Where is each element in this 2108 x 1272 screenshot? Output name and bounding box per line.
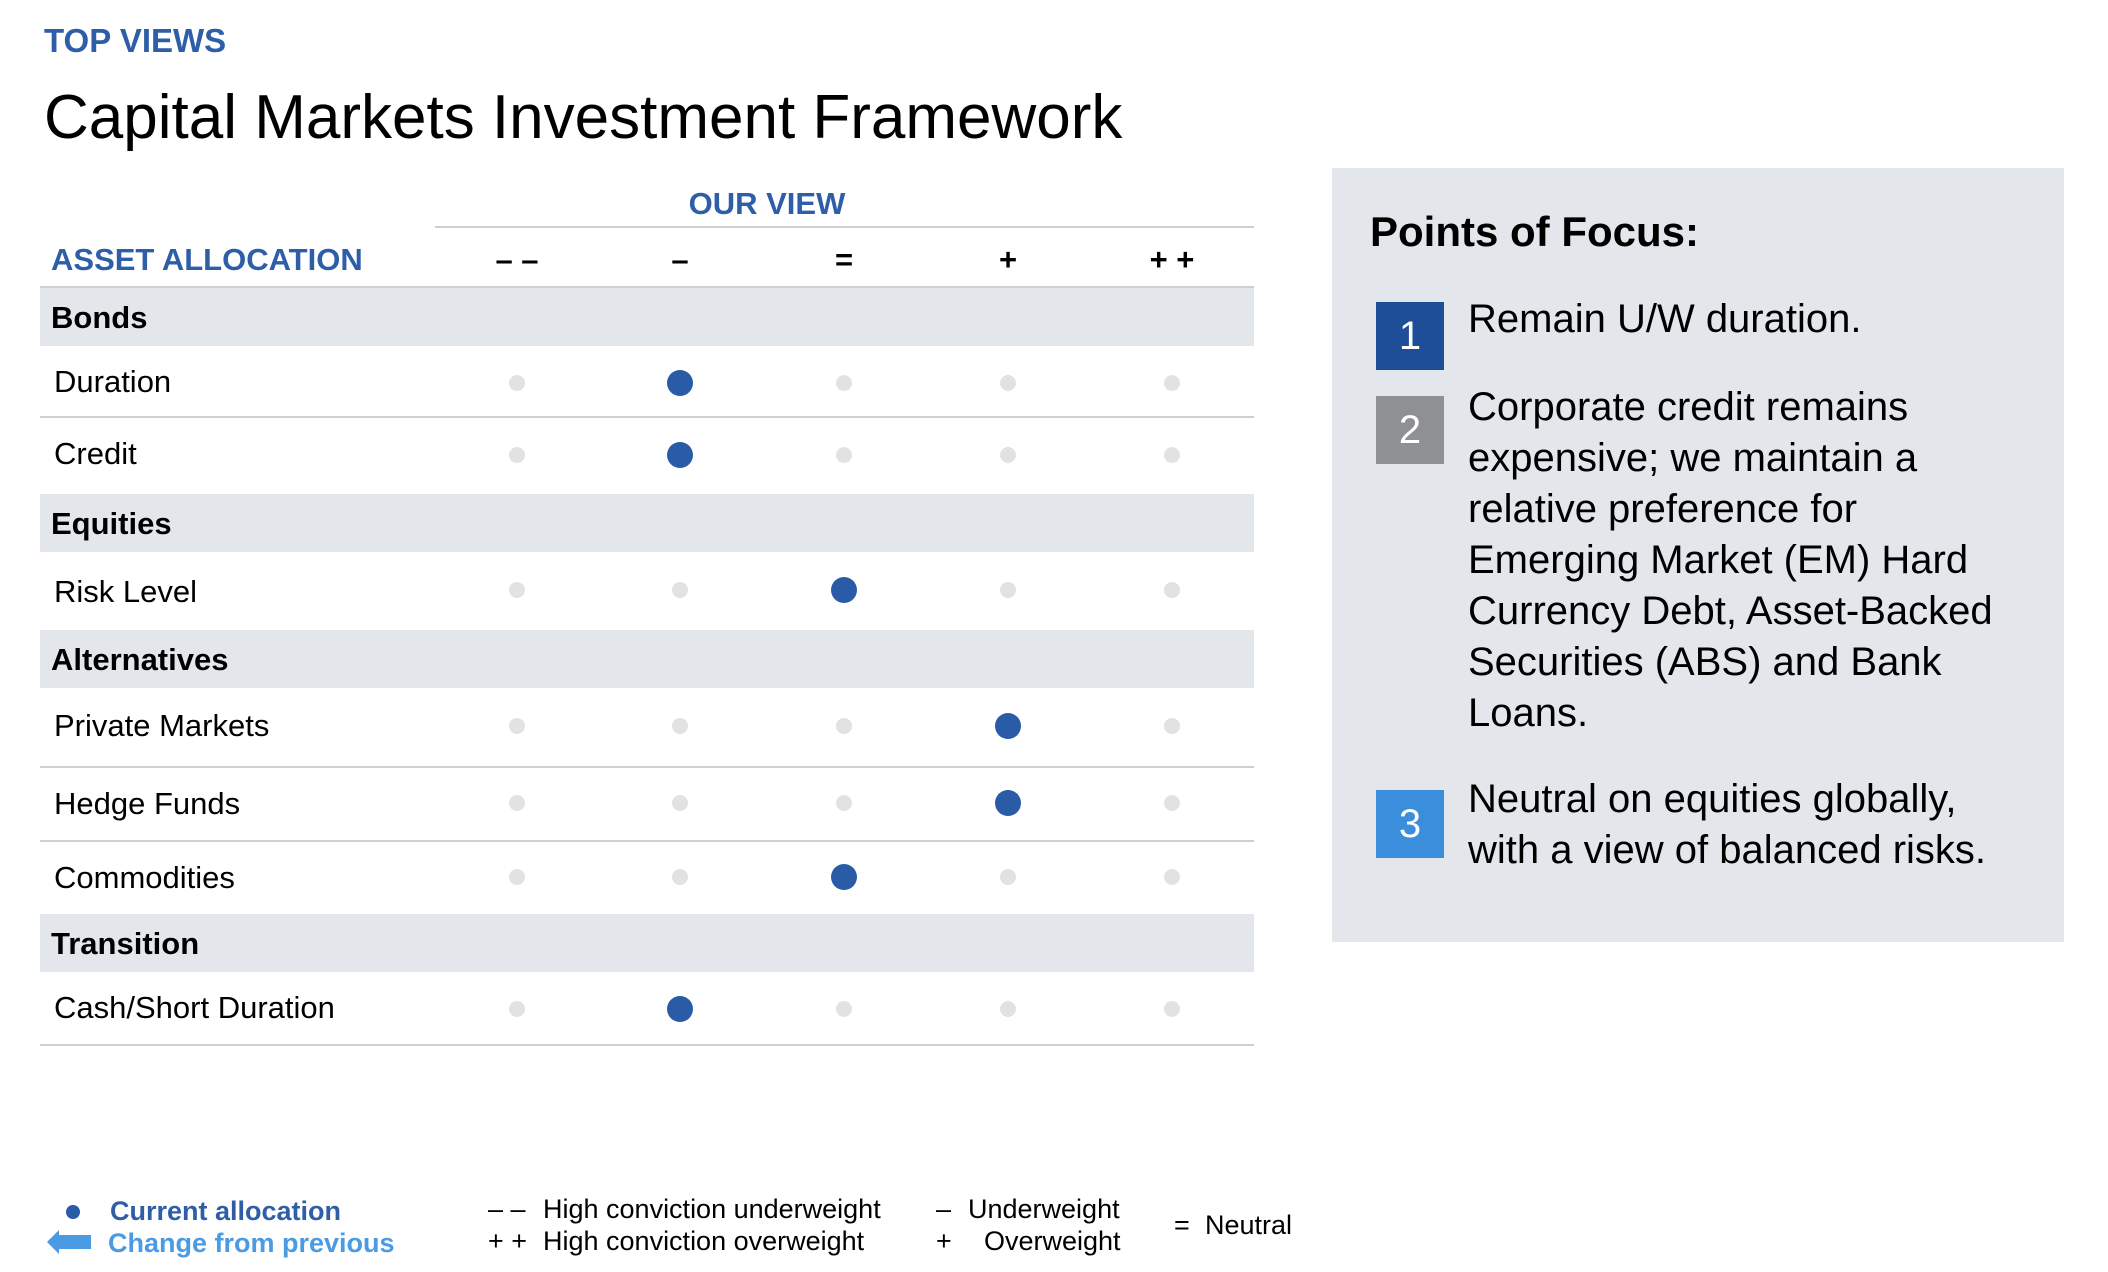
legend-text: Neutral <box>1205 1210 1293 1240</box>
legend-symbol: – <box>936 1194 952 1224</box>
current-allocation-dot-icon <box>66 1205 80 1219</box>
point-text: Remain U/W duration. <box>1468 297 1862 341</box>
current-allocation-dot <box>831 577 857 603</box>
allocation-dot <box>509 1001 525 1017</box>
legend-text: Overweight <box>984 1226 1121 1256</box>
row-label-credit: Credit <box>54 436 137 471</box>
category-label: Equities <box>51 506 172 541</box>
point-number-badge: 2 <box>1376 396 1444 464</box>
column-header-high-underweight: – – <box>495 242 539 277</box>
table-row: Duration <box>40 346 1254 416</box>
allocation-dot <box>509 582 525 598</box>
points-of-focus-panel: Points of Focus: 1 Remain U/W duration. … <box>1332 168 2064 942</box>
allocation-dot <box>1000 869 1016 885</box>
category-alternatives: Alternatives <box>40 630 1254 688</box>
current-allocation-dot <box>667 370 693 396</box>
allocation-dot <box>1164 869 1180 885</box>
row-label-duration: Duration <box>54 364 172 399</box>
allocation-dot <box>1000 447 1016 463</box>
point-number-badge: 3 <box>1376 790 1444 858</box>
allocation-dot <box>509 718 525 734</box>
allocation-dot <box>672 718 688 734</box>
legend-change-from-previous: Change from previous <box>108 1228 395 1258</box>
allocation-dot <box>509 795 525 811</box>
row-label-risk-level: Risk Level <box>54 574 197 609</box>
allocation-dot <box>672 869 688 885</box>
category-label: Transition <box>51 926 200 961</box>
legend-symbol: = <box>1174 1210 1190 1240</box>
table-row: Cash/Short Duration <box>40 972 1254 1042</box>
allocation-dot <box>1000 1001 1016 1017</box>
legend-symbol: + <box>936 1226 952 1256</box>
current-allocation-dot <box>995 790 1021 816</box>
row-divider <box>40 766 1254 768</box>
row-label-hedge-funds: Hedge Funds <box>54 786 241 821</box>
category-equities: Equities <box>40 494 1254 552</box>
table-row: Commodities <box>40 842 1254 912</box>
allocation-dot <box>672 795 688 811</box>
allocation-dot <box>1164 1001 1180 1017</box>
allocation-dot <box>1164 718 1180 734</box>
row-label-cash-short-duration: Cash/Short Duration <box>54 990 335 1025</box>
allocation-dot <box>672 582 688 598</box>
category-transition: Transition <box>40 914 1254 972</box>
allocation-dot <box>1164 375 1180 391</box>
table-row: Risk Level <box>40 552 1254 628</box>
row-label-commodities: Commodities <box>54 860 235 895</box>
panel-title: Points of Focus: <box>1370 208 1699 255</box>
allocation-dots <box>40 186 1254 1046</box>
legend-text: High conviction underweight <box>543 1194 881 1224</box>
category-label: Bonds <box>51 300 148 335</box>
page-title: Capital Markets Investment Framework <box>44 83 1123 152</box>
section-eyebrow: TOP VIEWS <box>44 22 227 59</box>
allocation-dot <box>509 447 525 463</box>
table-row: Credit <box>40 418 1254 488</box>
asset-allocation-label: ASSET ALLOCATION <box>51 242 363 277</box>
legend-symbol: + + <box>488 1226 528 1256</box>
our-view-label: OUR VIEW <box>688 186 846 221</box>
row-label-private-markets: Private Markets <box>54 708 270 743</box>
row-divider <box>40 840 1254 842</box>
allocation-table: OUR VIEW ASSET ALLOCATION – – – = + + + … <box>40 186 1254 1046</box>
category-bonds: Bonds <box>40 288 1254 346</box>
allocation-dot <box>836 447 852 463</box>
point-number-badge: 1 <box>1376 302 1444 370</box>
point-text: Corporate credit remains expensive; we m… <box>1468 385 1993 735</box>
legend-current-allocation: Current allocation <box>110 1196 342 1226</box>
point-text: Neutral on equities globally, with a vie… <box>1468 777 1987 872</box>
allocation-dot <box>836 795 852 811</box>
column-header-high-overweight: + + <box>1149 242 1195 277</box>
legend-text: High conviction overweight <box>543 1226 865 1256</box>
allocation-dot <box>1000 582 1016 598</box>
current-allocation-dot <box>667 996 693 1022</box>
allocation-dot <box>1164 447 1180 463</box>
column-header-underweight: – <box>671 242 689 277</box>
legend-text: Underweight <box>968 1194 1120 1224</box>
allocation-dot <box>1000 375 1016 391</box>
allocation-dot <box>836 1001 852 1017</box>
our-view-divider <box>435 226 1254 228</box>
allocation-dot <box>1164 582 1180 598</box>
allocation-dot <box>836 375 852 391</box>
category-label: Alternatives <box>51 642 229 677</box>
change-arrow-icon <box>47 1228 91 1261</box>
allocation-dot <box>509 869 525 885</box>
legend-symbol: – – <box>488 1194 526 1224</box>
current-allocation-dot <box>667 442 693 468</box>
header-divider <box>40 286 1254 288</box>
row-divider <box>40 1044 1254 1046</box>
column-header-overweight: + <box>998 242 1018 277</box>
table-row: Hedge Funds <box>40 768 1254 838</box>
row-divider <box>40 416 1254 418</box>
allocation-dot <box>509 375 525 391</box>
current-allocation-dot <box>995 713 1021 739</box>
allocation-dot <box>836 718 852 734</box>
table-row: Private Markets <box>40 688 1254 760</box>
current-allocation-dot <box>831 864 857 890</box>
allocation-dot <box>1164 795 1180 811</box>
column-header-neutral: = <box>834 242 854 277</box>
